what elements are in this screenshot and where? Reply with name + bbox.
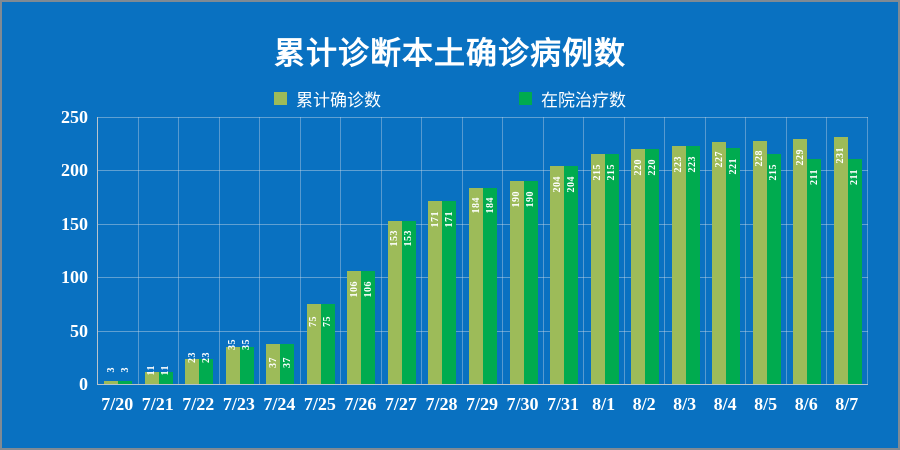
chart-title: 累计诊断本土确诊病例数: [274, 36, 626, 71]
bar-cumulative: [712, 141, 727, 384]
legend-item-cumulative: 累计确诊数: [274, 86, 381, 111]
bar-cumulative: [833, 137, 848, 384]
gridline-vertical: [380, 117, 382, 384]
legend-label-cumulative: 累计确诊数: [296, 91, 381, 110]
gridline-horizontal: [98, 117, 868, 118]
bar-inhospital: [280, 344, 295, 384]
bar-inhospital: [361, 270, 376, 384]
bar-cumulative: [793, 139, 808, 384]
x-axis-tick-label: 7/24: [263, 394, 296, 414]
bar-cumulative: [347, 270, 362, 384]
x-axis-tick-label: 7/21: [141, 394, 174, 414]
bar-cumulative: [631, 149, 646, 384]
x-axis-tick-label: 7/27: [384, 394, 417, 414]
bar-inhospital: [320, 303, 335, 384]
x-axis-tick-label: 7/28: [425, 394, 458, 414]
y-axis-tick-label: 150: [61, 213, 88, 234]
x-axis-tick-label: 7/25: [303, 394, 336, 414]
bar-cumulative: [185, 359, 200, 384]
gridline-vertical: [745, 117, 747, 384]
bar-inhospital: [118, 380, 133, 384]
gridline-vertical: [340, 117, 342, 384]
bar-inhospital: [523, 181, 538, 384]
x-axis-tick-label: 8/7: [835, 394, 859, 414]
bar-cumulative: [225, 346, 240, 384]
bar-inhospital: [685, 145, 700, 384]
bar-inhospital: [807, 158, 822, 384]
x-axis-tick-label: 7/31: [547, 394, 580, 414]
x-axis-tick-label: 8/1: [592, 394, 616, 414]
bar-cumulative: [509, 181, 524, 384]
legend-item-inhospital: 在院治疗数: [519, 86, 626, 111]
bar-inhospital: [239, 346, 254, 384]
bar-cumulative: [104, 380, 119, 384]
legend-swatch-inhospital-icon: [519, 92, 532, 105]
plot-area: 3 3 11 11 23 23 35 35 37 37 75 75 106 106 153 153 171 171…: [97, 117, 868, 385]
bar-data-label-text: 3: [119, 367, 131, 373]
x-axis-tick-label: 7/30: [506, 394, 539, 414]
bar-data-label-text: 3: [105, 367, 117, 373]
gridline-vertical: [704, 117, 706, 384]
x-axis-tick-label: 7/20: [101, 394, 134, 414]
bar-cumulative: [144, 372, 159, 384]
bar-inhospital: [645, 149, 660, 384]
gridline-vertical: [299, 117, 301, 384]
y-axis-tick-label: 100: [61, 267, 88, 288]
gridline-vertical: [259, 117, 261, 384]
bar-inhospital: [847, 158, 862, 384]
gridline-vertical: [623, 117, 625, 384]
gridline-vertical: [502, 117, 504, 384]
y-axis-tick-label: 50: [70, 320, 88, 341]
x-axis-tick-label: 8/2: [632, 394, 656, 414]
bar-cumulative: [306, 303, 321, 384]
bar-inhospital: [401, 220, 416, 384]
legend-label-inhospital: 在院治疗数: [541, 91, 626, 110]
bar-cumulative: [752, 140, 767, 384]
x-axis-tick-label: 8/6: [794, 394, 818, 414]
bar-inhospital: [199, 359, 214, 384]
gridline-vertical: [421, 117, 423, 384]
bar-cumulative: [550, 166, 565, 384]
y-axis-tick-label: 250: [61, 107, 88, 127]
x-axis-tick-label: 8/4: [713, 394, 737, 414]
x-axis-tick-label: 7/22: [182, 394, 215, 414]
bar-inhospital: [442, 201, 457, 384]
bar-cumulative: [266, 344, 281, 384]
x-axis-tick-label: 7/23: [222, 394, 255, 414]
legend: 累计确诊数 在院治疗数: [2, 86, 898, 111]
x-axis-tick-label: 7/29: [465, 394, 498, 414]
x-axis-tick-label: 8/3: [673, 394, 697, 414]
gridline-vertical: [785, 117, 787, 384]
bar-cumulative: [469, 187, 483, 384]
y-axis-tick-label: 200: [61, 160, 88, 181]
gridline-vertical: [826, 117, 828, 384]
gridline-vertical: [542, 117, 544, 384]
bar-inhospital: [158, 372, 173, 384]
gridline-vertical: [583, 117, 585, 384]
gridline-vertical: [218, 117, 220, 384]
bar-cumulative: [387, 220, 402, 384]
x-axis-tick-label: 8/5: [754, 394, 778, 414]
bar-inhospital: [483, 187, 497, 384]
bar-cumulative: [671, 145, 686, 384]
gridline-vertical: [867, 117, 868, 384]
bar-inhospital: [726, 147, 741, 384]
bar-cumulative: [590, 154, 605, 384]
x-axis-tick-label: 7/26: [344, 394, 377, 414]
gridline-vertical: [664, 117, 666, 384]
bar-inhospital: [564, 166, 579, 384]
bar-cumulative: [428, 201, 443, 384]
bar-inhospital: [766, 154, 781, 384]
gridline-horizontal: [98, 170, 868, 172]
gridline-vertical: [178, 117, 180, 384]
legend-swatch-cumulative-icon: [274, 92, 287, 105]
gridline-vertical: [461, 117, 463, 384]
bar-inhospital: [604, 154, 619, 384]
gridline-vertical: [137, 117, 139, 384]
y-axis-tick-label: 0: [79, 374, 88, 394]
